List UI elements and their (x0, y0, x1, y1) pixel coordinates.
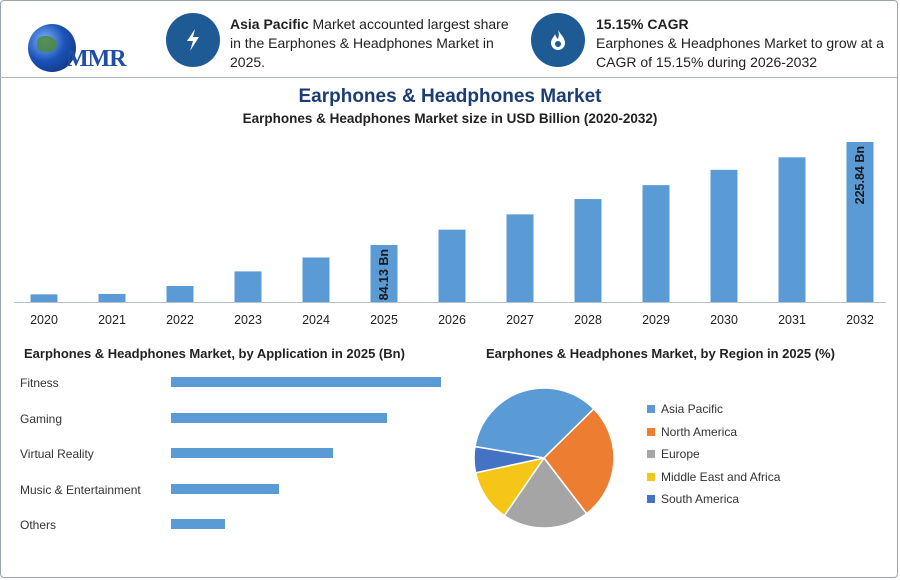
pie-slice (543, 407, 615, 515)
application-label: Gaming (20, 411, 63, 426)
legend-item: South America (647, 492, 739, 506)
legend-item: North America (647, 425, 737, 439)
bar-2022 (166, 286, 194, 302)
x-tick-label: 2032 (846, 313, 874, 327)
bar-2025 (370, 244, 398, 302)
bar-2023 (234, 271, 262, 302)
region-pie-chart (473, 388, 615, 528)
application-section-title: Earphones & Headphones Market, by Applic… (24, 346, 405, 361)
pie-slice (503, 456, 588, 528)
application-bar (171, 377, 441, 387)
header-divider (0, 77, 898, 78)
x-tick-label: 2021 (98, 313, 126, 327)
application-bar (171, 483, 279, 494)
region-section-title: Earphones & Headphones Market, by Region… (486, 346, 835, 361)
pie-slice (474, 388, 595, 459)
info-asia-pacific-text: Market accounted largest share in the Ea… (230, 16, 509, 70)
bar-2029 (642, 185, 670, 302)
x-tick-label: 2030 (710, 313, 738, 327)
info-asia-pacific-bold: Asia Pacific (230, 16, 309, 32)
x-tick-label: 2023 (234, 313, 262, 327)
page-title: Earphones & Headphones Market (298, 86, 602, 107)
pie-slice (473, 445, 545, 474)
x-tick-label: 2029 (642, 313, 670, 327)
legend-swatch (647, 405, 655, 413)
x-tick-label: 2020 (30, 313, 58, 327)
application-bar (171, 412, 387, 423)
x-tick-label: 2024 (302, 313, 330, 327)
legend-swatch (647, 472, 655, 481)
x-tick-label: 2026 (438, 313, 466, 327)
bar-2024 (302, 257, 330, 302)
bar-2020 (30, 294, 58, 302)
legend-label: Middle East and Africa (661, 469, 781, 484)
logo-text: MMR (66, 46, 127, 72)
application-label: Fitness (20, 376, 59, 390)
bar-2026 (438, 229, 466, 302)
flame-icon (531, 13, 585, 67)
x-tick-label: 2027 (506, 313, 534, 327)
x-tick-label: 2031 (778, 313, 806, 327)
legend-item: Asia Pacific (647, 402, 723, 416)
legend-label: South America (661, 492, 740, 506)
data-label: 84.13 Bn (377, 249, 391, 300)
application-bar (171, 519, 225, 529)
x-tick-label: 2028 (574, 313, 602, 327)
lightning-icon (166, 13, 220, 67)
application-bar (171, 448, 333, 458)
bar-2027 (506, 214, 534, 302)
legend-label: Asia Pacific (661, 402, 724, 416)
application-label: Virtual Reality (20, 447, 94, 461)
legend-item: Europe (647, 447, 700, 461)
market-size-bar-chart: 2020 2021 2022 2023 2024 2025 84.13 Bn 2026 2027… (14, 142, 886, 327)
x-tick-label: 2025 (370, 313, 398, 327)
x-tick-label: 2022 (166, 313, 194, 327)
chart-subtitle: Earphones & Headphones Market size in US… (242, 111, 658, 126)
globe-icon (28, 24, 76, 72)
info-cagr-text: Earphones & Headphones Market to grow at… (596, 35, 884, 70)
bar-2030 (710, 169, 738, 302)
application-label: Others (20, 518, 57, 532)
legend-swatch (647, 495, 655, 503)
mmr-logo: MMR (16, 10, 146, 78)
bar-2032 (846, 142, 874, 302)
info-cagr-title: 15.15% CAGR (596, 16, 689, 32)
legend-item: Middle East and Africa (647, 470, 780, 484)
info-asia-pacific: Asia Pacific Market accounted largest sh… (230, 15, 520, 72)
bar-2028 (574, 199, 602, 302)
legend-swatch (647, 427, 655, 436)
data-label: 225.84 Bn (853, 146, 867, 204)
info-cagr: 15.15% CAGR Earphones & Headphones Marke… (596, 15, 891, 72)
bar-2031 (778, 157, 806, 302)
bar-2021 (98, 293, 126, 302)
application-label: Music & Entertainment (20, 482, 141, 497)
legend-label: Europe (661, 447, 700, 461)
legend-swatch (647, 450, 655, 458)
legend-label: North America (661, 424, 738, 439)
